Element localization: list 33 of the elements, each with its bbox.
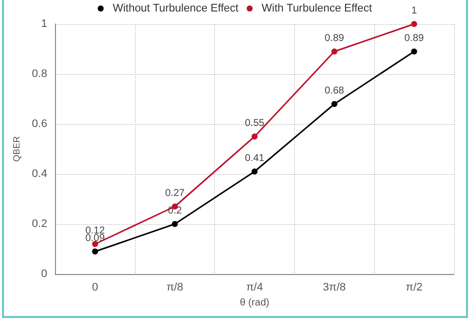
x-tick-label: 0 <box>92 282 98 294</box>
point <box>252 134 258 140</box>
data-label: 0.55 <box>244 118 265 129</box>
data-label: 0.89 <box>324 33 345 44</box>
data-label: 0.89 <box>404 33 424 44</box>
y-tick-label: 1 <box>41 18 48 30</box>
x-tick-label: π/8 <box>166 282 184 294</box>
point <box>92 248 98 254</box>
point <box>411 21 418 27</box>
data-label: 1 <box>411 6 418 16</box>
x-axis-title: θ (rad) <box>240 298 270 308</box>
point <box>252 168 258 174</box>
data-label: 0.2 <box>168 206 182 216</box>
y-tick-label: 0.2 <box>32 218 48 230</box>
point <box>411 48 418 54</box>
point <box>331 48 338 54</box>
y-axis-title: QBER <box>12 136 22 162</box>
point <box>331 101 338 107</box>
data-label: 0.68 <box>324 86 345 96</box>
y-tick-label: 0.6 <box>32 118 48 130</box>
y-tick-label: 0 <box>41 268 48 280</box>
point <box>172 221 178 227</box>
x-tick-label: π/4 <box>246 282 263 294</box>
data-label: 0.27 <box>165 188 185 199</box>
y-tick-label: 0.8 <box>32 68 48 80</box>
data-label: 0.41 <box>244 153 265 164</box>
legend-label: With Turbulence Effect <box>262 2 372 14</box>
x-tick-label: 3π/8 <box>322 282 346 294</box>
data-label: 0.09 <box>85 233 106 244</box>
point <box>92 241 98 247</box>
legend-label: Without Turbulence Effect <box>112 2 238 14</box>
y-tick-label: 0.4 <box>32 168 48 180</box>
x-tick-label: π/2 <box>406 282 422 294</box>
